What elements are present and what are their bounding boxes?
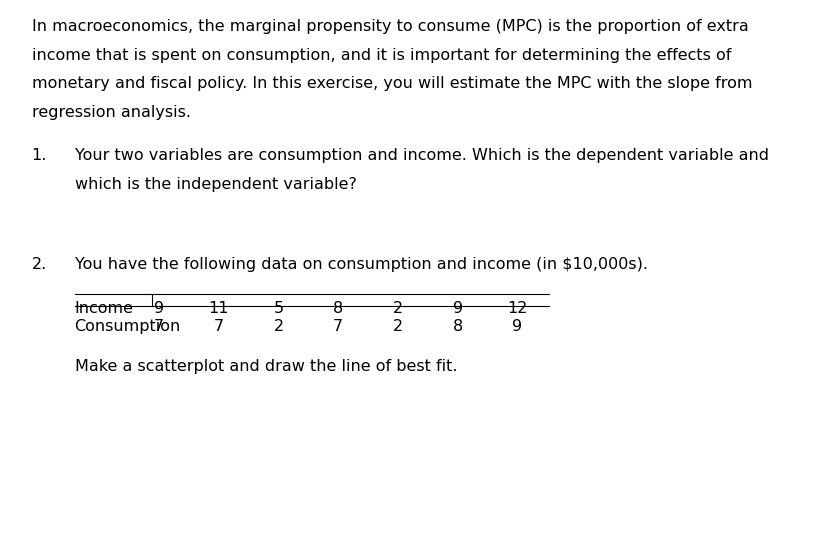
- Text: 2.: 2.: [31, 257, 46, 272]
- Text: 2: 2: [392, 318, 402, 334]
- Text: monetary and fiscal policy. In this exercise, you will estimate the MPC with the: monetary and fiscal policy. In this exer…: [31, 76, 751, 91]
- Text: You have the following data on consumption and income (in $10,000s).: You have the following data on consumpti…: [75, 257, 647, 272]
- Text: Your two variables are consumption and income. Which is the dependent variable a: Your two variables are consumption and i…: [75, 148, 768, 163]
- Text: 9: 9: [452, 301, 462, 316]
- Text: 9: 9: [154, 301, 164, 316]
- Text: 12: 12: [507, 301, 527, 316]
- Text: 7: 7: [333, 318, 343, 334]
- Text: 8: 8: [333, 301, 343, 316]
- Text: Income: Income: [75, 301, 133, 316]
- Text: 8: 8: [452, 318, 462, 334]
- Text: 2: 2: [392, 301, 402, 316]
- Text: 2: 2: [273, 318, 283, 334]
- Text: 5: 5: [273, 301, 283, 316]
- Text: 7: 7: [154, 318, 164, 334]
- Text: which is the independent variable?: which is the independent variable?: [75, 177, 356, 191]
- Text: 9: 9: [512, 318, 522, 334]
- Text: In macroeconomics, the marginal propensity to consume (MPC) is the proportion of: In macroeconomics, the marginal propensi…: [31, 19, 748, 34]
- Text: Make a scatterplot and draw the line of best fit.: Make a scatterplot and draw the line of …: [75, 359, 456, 374]
- Text: 7: 7: [214, 318, 224, 334]
- Text: 1.: 1.: [31, 148, 47, 163]
- Text: Consumption: Consumption: [75, 318, 181, 334]
- Text: 11: 11: [209, 301, 229, 316]
- Text: income that is spent on consumption, and it is important for determining the eff: income that is spent on consumption, and…: [31, 48, 730, 63]
- Text: regression analysis.: regression analysis.: [31, 105, 190, 120]
